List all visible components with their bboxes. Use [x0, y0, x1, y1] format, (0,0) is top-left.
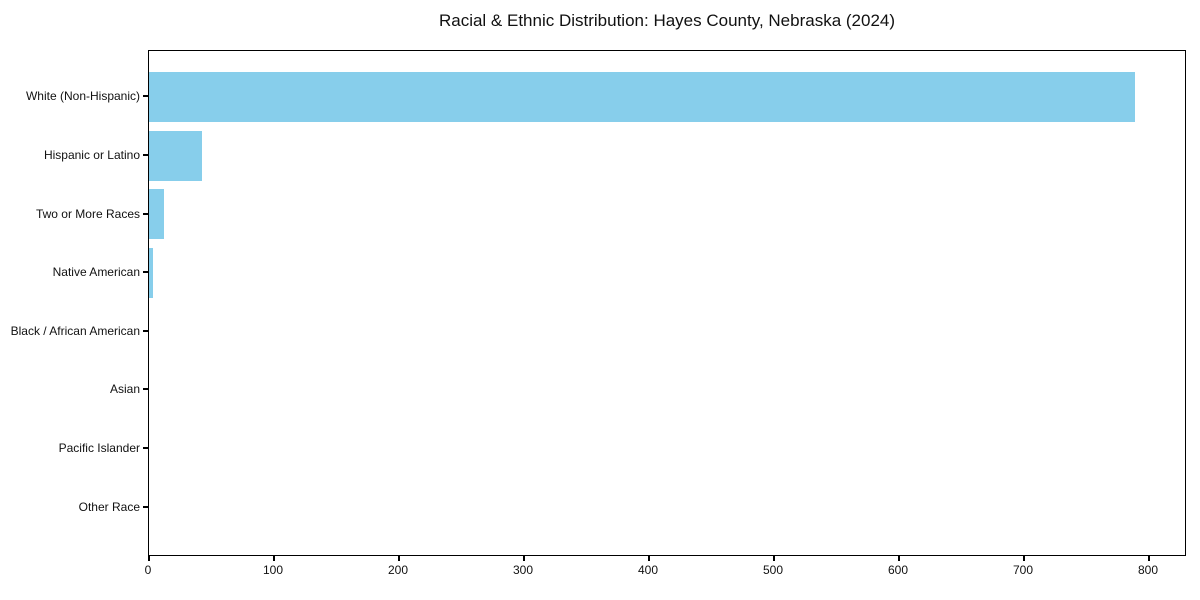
x-axis-tick-label: 500 [762, 563, 784, 577]
x-axis-tick [648, 556, 650, 561]
x-axis-tick-label: 100 [262, 563, 284, 577]
y-axis-category-label: Other Race [78, 500, 140, 514]
y-axis-tick [143, 330, 148, 332]
x-axis-tick [1023, 556, 1025, 561]
y-axis-category-label: Asian [109, 382, 140, 396]
x-axis-tick [898, 556, 900, 561]
bar-hispanic-or-latino [149, 131, 202, 181]
y-axis-category-label: Two or More Races [35, 207, 140, 221]
x-axis-tick [398, 556, 400, 561]
x-axis-tick [273, 556, 275, 561]
y-axis-category-label: Black / African American [10, 324, 140, 338]
x-axis-tick-label: 300 [512, 563, 534, 577]
bar-two-or-more-races [149, 189, 164, 239]
y-axis-tick [143, 388, 148, 390]
y-axis-category-label: White (Non-Hispanic) [25, 89, 140, 103]
y-axis-tick [143, 506, 148, 508]
x-axis-tick-label: 400 [637, 563, 659, 577]
x-axis-tick-label: 700 [1012, 563, 1034, 577]
chart-title: Racial & Ethnic Distribution: Hayes Coun… [438, 11, 896, 30]
bar-white-non-hispanic [149, 72, 1135, 122]
x-axis-tick [523, 556, 525, 561]
y-axis-tick [143, 95, 148, 97]
x-axis-tick-label: 200 [387, 563, 409, 577]
y-axis-tick [143, 213, 148, 215]
y-axis-tick [143, 271, 148, 273]
x-axis-tick-label: 800 [1137, 563, 1159, 577]
plot-area [148, 50, 1186, 556]
y-axis-category-label: Native American [52, 265, 140, 279]
y-axis-category-label: Hispanic or Latino [43, 148, 140, 162]
bar-native-american [149, 248, 153, 298]
x-axis-tick [148, 556, 150, 561]
y-axis-tick [143, 447, 148, 449]
y-axis-category-label: Pacific Islander [58, 441, 140, 455]
x-axis-tick [773, 556, 775, 561]
x-axis-tick-label: 0 [144, 563, 152, 577]
x-axis-tick [1148, 556, 1150, 561]
y-axis-tick [143, 154, 148, 156]
x-axis-tick-label: 600 [887, 563, 909, 577]
